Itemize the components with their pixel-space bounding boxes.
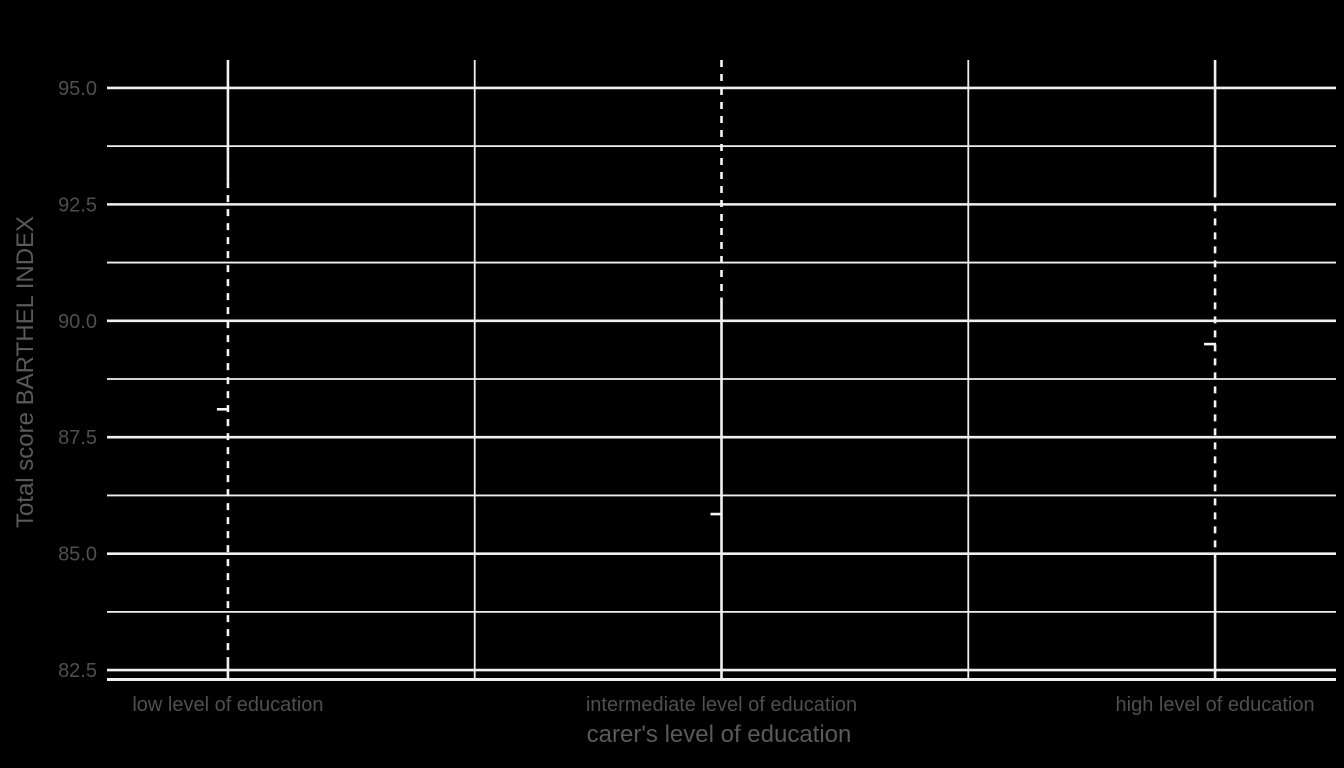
y-tick-label: 82.5 bbox=[58, 660, 97, 682]
y-tick-label: 87.5 bbox=[58, 427, 97, 449]
x-category-label: intermediate level of education bbox=[586, 694, 857, 716]
x-category-label: low level of education bbox=[132, 694, 323, 716]
y-axis-title: Total score BARTHEL INDEX bbox=[12, 215, 39, 529]
y-tick-label: 90.0 bbox=[58, 311, 97, 333]
y-tick-label: 85.0 bbox=[58, 544, 97, 566]
y-tick-label: 92.5 bbox=[58, 194, 97, 216]
x-axis-title: carer's level of education bbox=[586, 721, 852, 748]
x-category-label: high level of education bbox=[1116, 694, 1315, 716]
y-tick-label: 95.0 bbox=[58, 78, 97, 100]
